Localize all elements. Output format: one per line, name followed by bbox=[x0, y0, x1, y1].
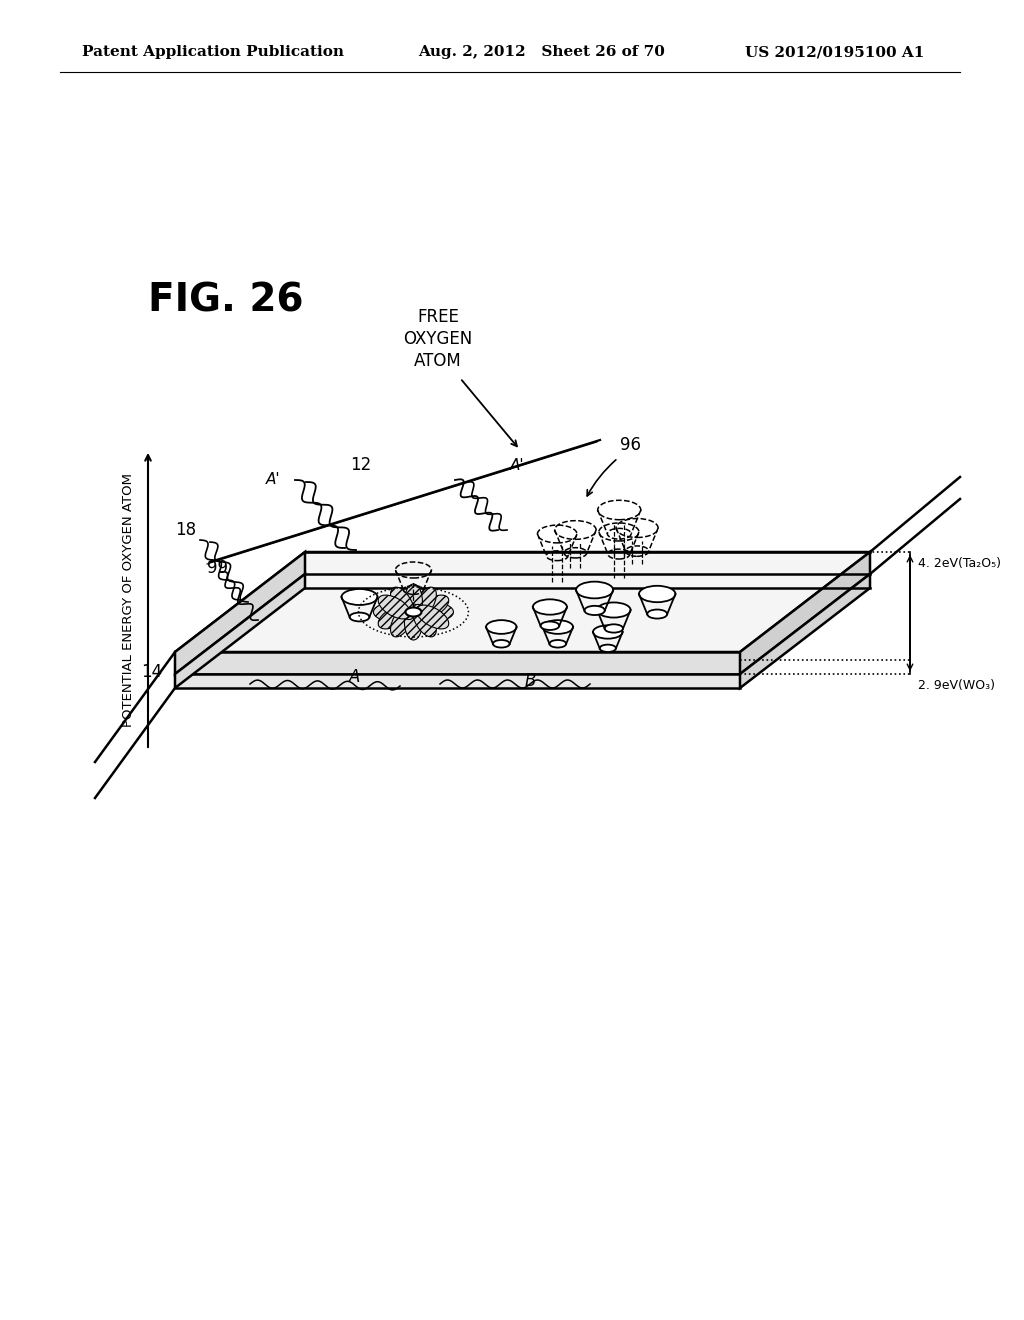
Text: A': A' bbox=[510, 458, 524, 473]
Ellipse shape bbox=[374, 603, 410, 620]
Text: 96: 96 bbox=[620, 436, 641, 454]
Ellipse shape bbox=[550, 640, 566, 648]
Ellipse shape bbox=[593, 626, 623, 639]
Text: 14: 14 bbox=[141, 663, 162, 681]
Text: 4. 2eV(Ta₂O₅): 4. 2eV(Ta₂O₅) bbox=[918, 557, 1001, 570]
Ellipse shape bbox=[639, 586, 676, 602]
Ellipse shape bbox=[404, 605, 423, 640]
Ellipse shape bbox=[390, 605, 415, 636]
Ellipse shape bbox=[597, 602, 631, 618]
Text: 2. 9eV(WO₃): 2. 9eV(WO₃) bbox=[918, 678, 995, 692]
Polygon shape bbox=[740, 552, 870, 675]
Polygon shape bbox=[175, 574, 305, 688]
Text: 99: 99 bbox=[207, 558, 228, 577]
Ellipse shape bbox=[417, 595, 449, 619]
Ellipse shape bbox=[493, 640, 510, 648]
Ellipse shape bbox=[541, 622, 559, 630]
Polygon shape bbox=[175, 552, 870, 652]
Text: Aug. 2, 2012   Sheet 26 of 70: Aug. 2, 2012 Sheet 26 of 70 bbox=[418, 45, 665, 59]
Text: POTENTIAL ENERGY OF OXYGEN ATOM: POTENTIAL ENERGY OF OXYGEN ATOM bbox=[122, 473, 134, 727]
Ellipse shape bbox=[413, 587, 436, 619]
Ellipse shape bbox=[532, 599, 567, 615]
Ellipse shape bbox=[604, 624, 623, 632]
Ellipse shape bbox=[417, 605, 449, 628]
Ellipse shape bbox=[404, 583, 423, 620]
Text: Patent Application Publication: Patent Application Publication bbox=[82, 45, 344, 59]
Text: A: A bbox=[349, 668, 360, 686]
Ellipse shape bbox=[341, 589, 378, 605]
Text: 18: 18 bbox=[175, 521, 196, 539]
Polygon shape bbox=[740, 574, 870, 688]
Ellipse shape bbox=[585, 606, 605, 615]
Ellipse shape bbox=[647, 610, 668, 619]
Text: A': A' bbox=[265, 473, 280, 487]
Ellipse shape bbox=[577, 582, 613, 598]
Ellipse shape bbox=[413, 605, 436, 636]
Polygon shape bbox=[175, 652, 740, 675]
Ellipse shape bbox=[349, 612, 370, 622]
Text: FREE
OXYGEN
ATOM: FREE OXYGEN ATOM bbox=[403, 308, 473, 370]
Text: B: B bbox=[524, 672, 536, 690]
Ellipse shape bbox=[378, 595, 411, 619]
Polygon shape bbox=[175, 552, 305, 675]
Ellipse shape bbox=[600, 644, 616, 652]
Text: 12: 12 bbox=[350, 455, 372, 474]
Ellipse shape bbox=[543, 620, 573, 634]
Text: US 2012/0195100 A1: US 2012/0195100 A1 bbox=[745, 45, 925, 59]
Ellipse shape bbox=[418, 603, 454, 620]
Ellipse shape bbox=[390, 587, 415, 619]
Polygon shape bbox=[175, 675, 740, 688]
Ellipse shape bbox=[486, 620, 516, 634]
Text: FIG. 26: FIG. 26 bbox=[148, 281, 303, 319]
Ellipse shape bbox=[378, 605, 411, 628]
Ellipse shape bbox=[406, 607, 422, 616]
